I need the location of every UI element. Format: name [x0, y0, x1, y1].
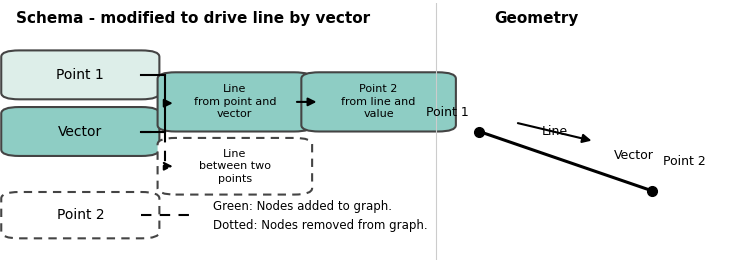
- Text: Line
between two
points: Line between two points: [199, 149, 271, 184]
- Text: Point 1: Point 1: [56, 68, 104, 82]
- Text: Point 1: Point 1: [426, 106, 468, 119]
- FancyBboxPatch shape: [1, 50, 159, 99]
- Text: Vector: Vector: [614, 149, 654, 162]
- Text: Schema - modified to drive line by vector: Schema - modified to drive line by vecto…: [15, 11, 370, 26]
- Text: Vector: Vector: [58, 124, 102, 139]
- FancyBboxPatch shape: [1, 192, 159, 238]
- Text: Point 2: Point 2: [663, 155, 705, 168]
- FancyBboxPatch shape: [158, 72, 312, 132]
- Text: Green: Nodes added to graph.
Dotted: Nodes removed from graph.: Green: Nodes added to graph. Dotted: Nod…: [213, 200, 428, 232]
- Text: Point 2
from line and
value: Point 2 from line and value: [342, 84, 416, 119]
- Text: Point 2: Point 2: [56, 208, 104, 222]
- FancyBboxPatch shape: [158, 138, 312, 195]
- FancyBboxPatch shape: [301, 72, 456, 132]
- Text: Line: Line: [542, 125, 568, 138]
- Text: Geometry: Geometry: [494, 11, 579, 26]
- FancyBboxPatch shape: [1, 107, 159, 156]
- Text: Line
from point and
vector: Line from point and vector: [193, 84, 276, 119]
